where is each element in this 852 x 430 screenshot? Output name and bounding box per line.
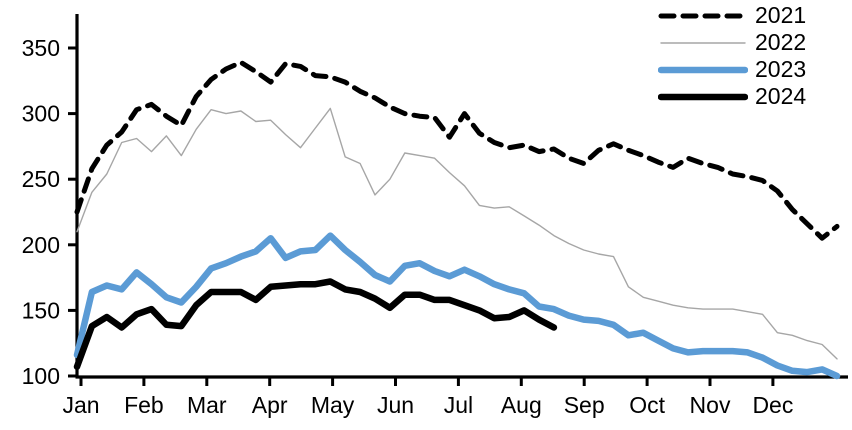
legend-item-2024: 2024 — [658, 83, 806, 110]
month-label-feb: Feb — [124, 392, 164, 418]
month-label-nov: Nov — [690, 392, 731, 418]
y-tick-label-300: 300 — [22, 101, 60, 127]
legend-line-2023-icon — [658, 64, 748, 76]
y-tick-label-150: 150 — [22, 297, 60, 323]
month-label-aug: Aug — [501, 392, 542, 418]
series-line-2023 — [73, 232, 841, 380]
month-label-sep: Sep — [564, 392, 605, 418]
y-tick-label-200: 200 — [22, 232, 60, 258]
y-tick-label-100: 100 — [22, 363, 60, 389]
month-label-jun: Jun — [377, 392, 414, 418]
chart-legend: 2021 2022 2023 2024 — [658, 2, 806, 110]
legend-line-2021-icon — [658, 10, 748, 22]
legend-line-2022-icon — [658, 37, 748, 49]
month-label-dec: Dec — [752, 392, 793, 418]
legend-item-2022: 2022 — [658, 29, 806, 56]
legend-label: 2023 — [755, 56, 807, 82]
legend-label: 2024 — [755, 83, 807, 109]
month-label-apr: Apr — [252, 392, 288, 418]
month-label-may: May — [311, 392, 355, 418]
month-label-oct: Oct — [629, 392, 665, 418]
legend-item-2021: 2021 — [658, 2, 806, 29]
series-line-2021 — [74, 59, 840, 241]
series-line-2024 — [73, 278, 558, 371]
series-line-2022 — [76, 107, 838, 360]
legend-label: 2022 — [755, 29, 807, 55]
legend-line-2024-icon — [658, 91, 748, 103]
legend-item-2023: 2023 — [658, 56, 806, 83]
legend-label: 2021 — [755, 2, 807, 28]
month-label-jul: Jul — [444, 392, 473, 418]
month-label-jan: Jan — [62, 392, 99, 418]
y-tick-label-350: 350 — [22, 35, 60, 61]
y-tick-label-250: 250 — [22, 166, 60, 192]
month-label-mar: Mar — [187, 392, 227, 418]
